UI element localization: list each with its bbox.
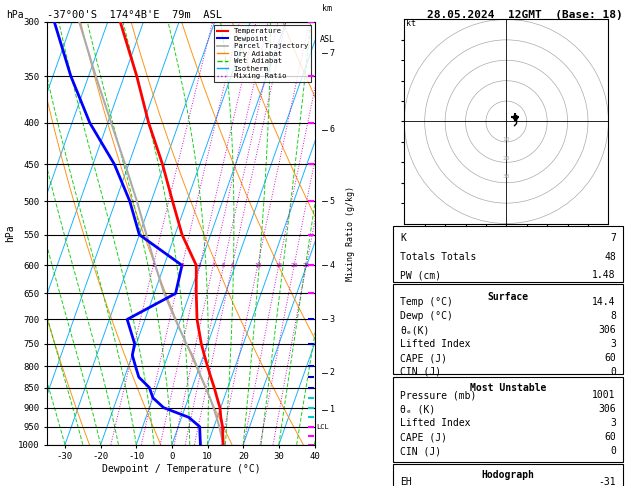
Text: CIN (J): CIN (J) <box>400 447 441 456</box>
FancyBboxPatch shape <box>393 464 623 486</box>
Text: EH: EH <box>400 477 412 486</box>
Text: -37°00'S  174°4B'E  79m  ASL: -37°00'S 174°4B'E 79m ASL <box>47 10 222 20</box>
Text: 30: 30 <box>503 174 510 179</box>
Text: 0: 0 <box>610 367 616 377</box>
Text: Totals Totals: Totals Totals <box>400 252 476 262</box>
Text: 6: 6 <box>230 263 234 268</box>
Text: Surface: Surface <box>487 292 528 301</box>
Text: CAPE (J): CAPE (J) <box>400 353 447 363</box>
Text: 8: 8 <box>610 311 616 321</box>
Text: ASL: ASL <box>320 35 335 44</box>
Text: 3: 3 <box>610 418 616 429</box>
Text: 15: 15 <box>275 263 282 268</box>
Text: 1001: 1001 <box>593 390 616 400</box>
Text: 3: 3 <box>198 263 202 268</box>
Text: 60: 60 <box>604 353 616 363</box>
Text: 20: 20 <box>503 156 510 161</box>
Text: 7: 7 <box>330 49 335 58</box>
Text: 306: 306 <box>598 325 616 335</box>
Text: CIN (J): CIN (J) <box>400 367 441 377</box>
Text: 25: 25 <box>303 263 310 268</box>
Text: Lifted Index: Lifted Index <box>400 339 470 349</box>
Text: 14.4: 14.4 <box>593 297 616 307</box>
Text: 48: 48 <box>604 252 616 262</box>
Text: 10: 10 <box>254 263 262 268</box>
FancyBboxPatch shape <box>393 377 623 462</box>
Text: kt: kt <box>406 18 416 28</box>
Text: 5: 5 <box>221 263 225 268</box>
Text: 20: 20 <box>291 263 298 268</box>
Text: 28.05.2024  12GMT  (Base: 18): 28.05.2024 12GMT (Base: 18) <box>427 10 623 20</box>
Text: LCL: LCL <box>316 424 328 430</box>
Text: 2: 2 <box>181 263 184 268</box>
Text: θₑ(K): θₑ(K) <box>400 325 430 335</box>
FancyBboxPatch shape <box>393 226 623 282</box>
Text: -31: -31 <box>598 477 616 486</box>
Text: Most Unstable: Most Unstable <box>470 383 546 394</box>
Text: 3: 3 <box>330 315 335 324</box>
Text: 5: 5 <box>330 197 335 206</box>
Text: 10: 10 <box>503 138 510 142</box>
Legend: Temperature, Dewpoint, Parcel Trajectory, Dry Adiabat, Wet Adiabat, Isotherm, Mi: Temperature, Dewpoint, Parcel Trajectory… <box>214 25 311 82</box>
FancyBboxPatch shape <box>393 284 623 374</box>
Text: 1.48: 1.48 <box>593 270 616 280</box>
Text: Dewp (°C): Dewp (°C) <box>400 311 453 321</box>
Text: K: K <box>400 233 406 243</box>
Y-axis label: hPa: hPa <box>5 225 15 242</box>
Text: 6: 6 <box>330 125 335 134</box>
Text: Lifted Index: Lifted Index <box>400 418 470 429</box>
Text: km: km <box>322 4 332 14</box>
Text: 306: 306 <box>598 404 616 415</box>
Text: PW (cm): PW (cm) <box>400 270 441 280</box>
Text: θₑ (K): θₑ (K) <box>400 404 435 415</box>
Text: 4: 4 <box>211 263 215 268</box>
Text: 1: 1 <box>330 405 335 414</box>
Text: hPa: hPa <box>6 10 24 20</box>
Text: Temp (°C): Temp (°C) <box>400 297 453 307</box>
Text: 3: 3 <box>610 339 616 349</box>
Text: CAPE (J): CAPE (J) <box>400 433 447 442</box>
Text: 7: 7 <box>610 233 616 243</box>
Text: 4: 4 <box>330 261 335 270</box>
Text: 60: 60 <box>604 433 616 442</box>
Text: 0: 0 <box>610 447 616 456</box>
X-axis label: Dewpoint / Temperature (°C): Dewpoint / Temperature (°C) <box>101 464 260 474</box>
Text: 2: 2 <box>330 368 335 377</box>
Text: 1: 1 <box>152 263 155 268</box>
Text: Mixing Ratio (g/kg): Mixing Ratio (g/kg) <box>346 186 355 281</box>
Text: Pressure (mb): Pressure (mb) <box>400 390 476 400</box>
Text: Hodograph: Hodograph <box>481 470 535 480</box>
